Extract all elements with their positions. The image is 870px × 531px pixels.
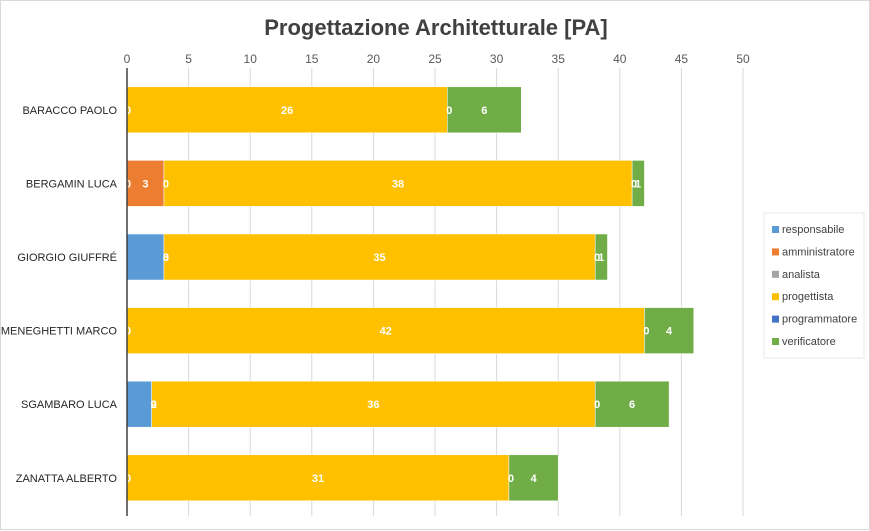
category-labels: BARACCO PAOLO BERGAMIN LUCA GIORGIO GIUFFR… (1, 105, 118, 485)
x-tick-label: 40 (613, 52, 627, 66)
legend-entry-responsabile: responsabile (782, 224, 844, 236)
x-tick-label: 50 (736, 52, 750, 66)
data-label: 1 (635, 178, 641, 190)
bar-segment-verificatore (644, 307, 694, 354)
legend-entry-programmatore: programmatore (782, 314, 857, 326)
legend-entry-verificatore: verificatore (782, 336, 836, 348)
bars (126, 86, 694, 502)
category-label: BARACCO PAOLO (22, 105, 117, 117)
x-tick-label: 0 (124, 52, 131, 66)
bar-segment-progettista (163, 233, 596, 281)
x-tick-label: 20 (367, 52, 381, 66)
data-label: 6 (481, 105, 487, 117)
data-label: 31 (312, 473, 324, 485)
category-label: BERGAMIN LUCA (26, 178, 118, 190)
x-tick-label: 35 (552, 52, 566, 66)
x-tick-label: 30 (490, 52, 504, 66)
legend-entry-analista: analista (782, 269, 821, 281)
bar-segment-progettista (126, 307, 645, 354)
bar-segment-verificatore (447, 86, 522, 134)
category-label: MENEGHETTI MARCO (1, 326, 117, 338)
data-label: 38 (392, 178, 404, 190)
category-label: GIORGIO GIUFFRÉ (17, 251, 117, 264)
data-label: 0 (594, 252, 600, 264)
data-label: 4 (530, 473, 537, 485)
bar-segment-verificatore (594, 380, 670, 428)
legend-entry-amministratore: amministratore (782, 246, 855, 258)
data-label: 0 (163, 252, 169, 264)
bar-segment-progettista (126, 86, 448, 134)
legend-entry-progettista: progettista (782, 291, 834, 303)
data-label: 2 (151, 399, 157, 411)
x-tick-label: 25 (428, 52, 442, 66)
legend: responsabile amministratore analista proget… (763, 212, 865, 359)
legend-swatch-progettista (772, 293, 779, 301)
bar-segment-progettista (126, 454, 510, 502)
bar-segment-progettista (151, 380, 596, 428)
data-label: 6 (629, 399, 635, 411)
bar-segment-progettista (163, 160, 633, 207)
category-label: SGAMBARO LUCA (21, 399, 118, 411)
legend-swatch-responsabile (772, 226, 779, 233)
data-label: 4 (666, 326, 673, 338)
x-tick-label: 10 (244, 52, 258, 66)
data-label: 0 (125, 326, 131, 338)
legend-swatch-analista (772, 270, 779, 278)
legend-swatch-amministratore (772, 248, 779, 256)
data-label: 0 (125, 105, 131, 117)
bar-segment-verificatore (594, 233, 608, 281)
bar-segment-responsabile (126, 233, 165, 281)
data-label: 36 (367, 399, 379, 411)
data-label: 3 (163, 252, 169, 264)
data-label: 0 (125, 473, 131, 485)
data-label: 26 (281, 105, 293, 117)
x-tick-label: 5 (185, 52, 192, 66)
data-label: 0 (151, 399, 157, 411)
x-tick-label: 15 (305, 52, 319, 66)
legend-swatch-verificatore (772, 338, 779, 345)
chart-title: Progettazione Architetturale [PA] (264, 15, 607, 40)
data-label: 0 (631, 178, 637, 190)
data-label: 0 (643, 326, 649, 338)
data-label: 1 (598, 252, 604, 264)
data-label: 42 (380, 326, 392, 338)
data-label: 3 (142, 178, 148, 190)
legend-swatch-programmatore (772, 315, 779, 323)
bar-segment-verificatore (631, 160, 645, 207)
x-tick-label: 45 (675, 52, 689, 66)
legend-box (763, 212, 865, 359)
data-label: 0 (508, 473, 514, 485)
data-label: 35 (373, 252, 385, 264)
bar-segment-responsabile (126, 380, 152, 428)
data-label: 0 (594, 399, 600, 411)
category-label: ZANATTA ALBERTO (16, 473, 118, 485)
data-label: 0 (446, 105, 452, 117)
data-label: 0 (125, 178, 131, 190)
data-label: 0 (163, 178, 169, 190)
bar-segment-verificatore (508, 454, 559, 502)
gridlines (188, 68, 744, 516)
x-axis-ticks: 0 5 10 15 20 25 30 35 40 45 50 (124, 52, 750, 66)
